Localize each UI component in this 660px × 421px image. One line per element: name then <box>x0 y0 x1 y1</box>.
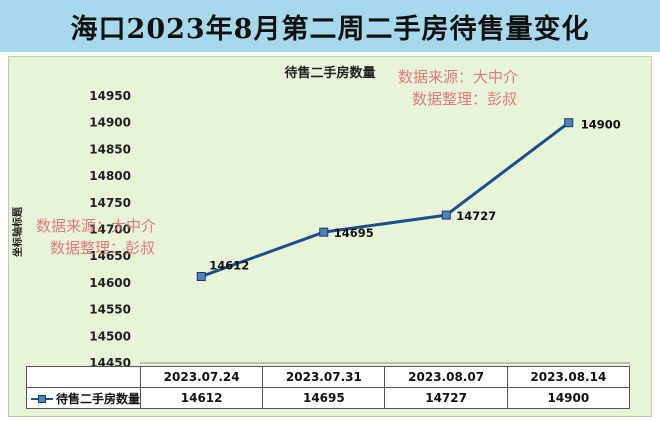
y-tick-label: 14550 <box>89 303 131 317</box>
title-banner: 海口2023年8月第二周二手房待售量变化 <box>0 0 660 52</box>
data-table-corner <box>25 366 142 388</box>
table-cell: 14727 <box>384 387 508 409</box>
watermark-source: 数据来源：大中介 <box>36 217 156 235</box>
y-axis-ticks: 1445014500145501460014650147001475014800… <box>89 89 131 370</box>
series-group <box>196 118 574 281</box>
table-cell: 14612 <box>140 387 264 409</box>
data-point <box>564 118 574 128</box>
category-label: 2023.08.14 <box>506 366 631 388</box>
chart-title: 待售二手房数量 <box>283 65 375 81</box>
watermark-author: 数据整理：彭叔 <box>412 90 517 108</box>
y-tick-label: 14750 <box>89 196 131 210</box>
data-point <box>441 210 451 220</box>
category-label: 2023.08.07 <box>384 366 508 388</box>
data-table-row: 待售二手房数量 14612 14695 14727 14900 <box>25 387 631 409</box>
category-label: 2023.07.31 <box>262 366 386 388</box>
page-title: 海口2023年8月第二周二手房待售量变化 <box>70 13 590 45</box>
data-point <box>319 227 329 237</box>
y-tick-label: 14950 <box>89 89 131 103</box>
category-label: 2023.07.24 <box>140 366 264 388</box>
y-tick-label: 14700 <box>89 223 131 237</box>
table-cell: 14695 <box>262 387 386 409</box>
watermark-left: 数据来源：大中介 数据整理：彭叔 <box>36 217 156 257</box>
data-table-header-row: 2023.07.24 2023.07.31 2023.08.07 2023.08… <box>25 366 631 388</box>
watermark-author: 数据整理：彭叔 <box>50 239 155 257</box>
legend-entry: 待售二手房数量 <box>25 387 142 409</box>
watermark-right: 数据来源：大中介 数据整理：彭叔 <box>398 68 518 108</box>
legend-label: 待售二手房数量 <box>56 391 141 406</box>
data-label: 14612 <box>209 258 249 272</box>
data-point <box>196 271 206 281</box>
data-table: 2023.07.24 2023.07.31 2023.08.07 2023.08… <box>25 366 631 409</box>
y-tick-label: 14650 <box>89 249 131 263</box>
y-tick-label: 14600 <box>89 276 131 290</box>
legend-line-marker-icon <box>31 394 53 404</box>
y-tick-label: 14800 <box>89 169 131 183</box>
data-labels: 14612 14695 14727 14900 <box>209 118 621 273</box>
series-line <box>200 121 570 278</box>
table-cell: 14900 <box>506 387 631 409</box>
chart-panel <box>8 56 652 417</box>
y-tick-label: 14900 <box>89 116 131 130</box>
data-label: 14900 <box>581 118 621 132</box>
y-tick-label: 14850 <box>89 142 131 156</box>
y-axis-label: 坐标轴标题 <box>11 206 24 257</box>
data-label: 14727 <box>456 209 496 223</box>
data-label: 14695 <box>334 226 374 240</box>
watermark-source: 数据来源：大中介 <box>398 68 518 86</box>
y-tick-label: 14500 <box>89 329 131 343</box>
